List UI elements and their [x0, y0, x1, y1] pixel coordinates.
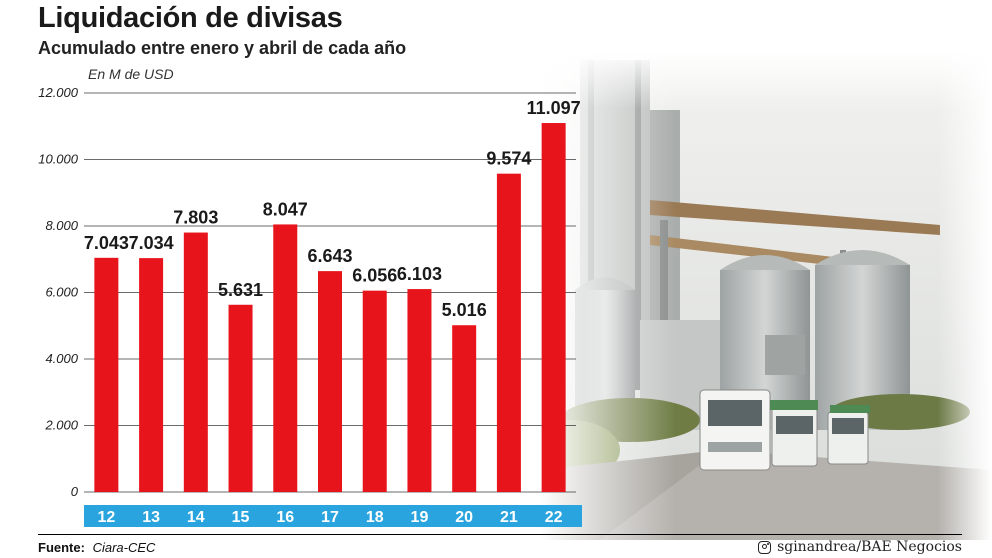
bars — [94, 123, 566, 493]
value-label-13: 7.034 — [129, 233, 174, 253]
value-label-18: 6.056 — [352, 266, 397, 286]
bar-21 — [496, 173, 521, 493]
value-label-22: 11.097 — [527, 98, 581, 118]
bar-18 — [362, 290, 387, 492]
y-tick-label: 2.000 — [44, 418, 78, 433]
x-tick-label-22: 22 — [545, 509, 563, 526]
value-label-14: 7.803 — [173, 208, 218, 228]
bar-20 — [452, 325, 477, 492]
x-axis-band — [84, 505, 582, 527]
x-tick-label-13: 13 — [142, 509, 160, 526]
bar-19 — [407, 289, 432, 492]
y-tick-label: 12.000 — [38, 85, 79, 100]
instagram-icon — [758, 540, 772, 554]
x-tick-label-16: 16 — [276, 509, 294, 526]
value-label-16: 8.047 — [263, 199, 308, 219]
x-tick-label-14: 14 — [187, 509, 205, 526]
y-tick-label: 4.000 — [45, 351, 78, 366]
x-tick-label-20: 20 — [455, 509, 473, 526]
y-tick-labels: 0 2.000 4.000 6.000 8.000 10.000 12.000 — [38, 85, 79, 499]
photo-credit: sginandrea/BAE Negocios — [758, 539, 962, 555]
y-tick-label: 8.000 — [45, 218, 78, 233]
credit-text: sginandrea/BAE Negocios — [777, 539, 962, 555]
value-label-20: 5.016 — [442, 300, 487, 320]
value-label-21: 9.574 — [486, 149, 531, 169]
source-label: Fuente: — [38, 540, 85, 555]
bar-15 — [228, 304, 253, 492]
footer-divider — [38, 534, 962, 535]
x-tick-label-19: 19 — [411, 509, 429, 526]
value-label-12: 7.043 — [84, 233, 129, 253]
bar-14 — [183, 232, 208, 493]
chart-title: Liquidación de divisas — [38, 2, 343, 34]
source-value: Ciara-CEC — [92, 540, 156, 555]
bar-13 — [139, 258, 164, 492]
x-tick-label-21: 21 — [500, 509, 518, 526]
bar-12 — [94, 257, 119, 492]
bar-17 — [318, 271, 342, 492]
x-tick-label-15: 15 — [232, 509, 250, 526]
chart-subtitle: Acumulado entre enero y abril de cada añ… — [38, 38, 407, 58]
value-label-15: 5.631 — [218, 280, 263, 300]
y-tick-label: 6.000 — [45, 285, 78, 300]
x-tick-label-12: 12 — [97, 509, 115, 526]
x-tick-labels: 12 13 14 15 16 17 18 19 20 21 22 — [97, 509, 562, 526]
bar-22 — [541, 123, 566, 492]
unit-label: En M de USD — [88, 66, 174, 82]
y-tick-label: 0 — [71, 484, 79, 499]
grain-silo-background-image — [540, 50, 992, 540]
value-label-19: 6.103 — [397, 264, 442, 284]
bar-16 — [273, 224, 298, 492]
x-tick-label-17: 17 — [321, 509, 339, 526]
value-label-17: 6.643 — [307, 246, 352, 266]
source-note: Fuente: Ciara-CEC — [38, 540, 155, 555]
x-tick-label-18: 18 — [366, 509, 384, 526]
y-tick-label: 10.000 — [38, 152, 79, 167]
